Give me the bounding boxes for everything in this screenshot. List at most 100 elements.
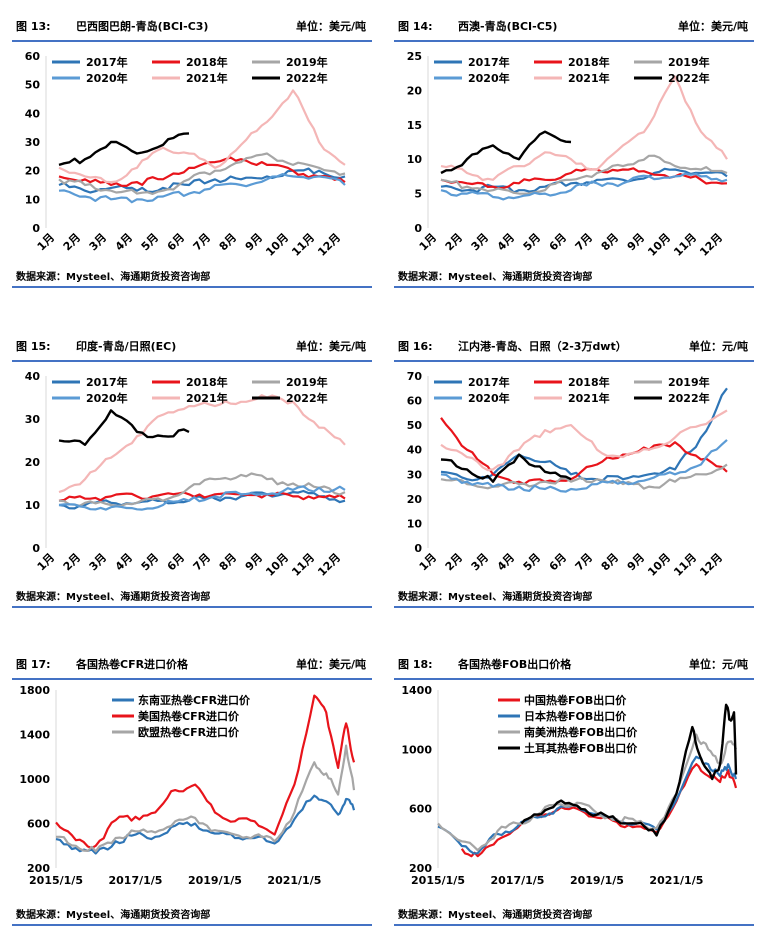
- legend-label: 2018年: [186, 55, 228, 69]
- y-tick-label: 1000: [19, 773, 50, 786]
- x-tick-label: 11月: [289, 551, 317, 579]
- figure-16-panel: 图 16: 江内港-青岛、日照（2-3万dwt） 单位：元/吨 0 10 20 30 4…: [394, 330, 754, 610]
- y-tick-label: 20: [407, 493, 423, 506]
- x-tick-label: 4月: [113, 231, 135, 253]
- x-tick-label: 7月: [191, 231, 213, 253]
- x-tick-label: 8月: [217, 551, 239, 573]
- figure-14-unit: 单位：美元/吨: [677, 20, 748, 33]
- x-tick-label: 12月: [697, 231, 725, 259]
- y-tick-label: 1400: [19, 729, 50, 742]
- series-line: [440, 439, 728, 493]
- figure-18-title: 各国热卷FOB出口价格: [458, 658, 572, 671]
- y-tick-label: 20: [407, 84, 423, 97]
- x-tick-label: 8月: [599, 551, 621, 573]
- y-tick-label: 60: [407, 395, 423, 408]
- x-tick-label: 9月: [243, 551, 265, 573]
- series-line: [437, 733, 738, 852]
- figure-16-title: 江内港-青岛、日照（2-3万dwt）: [458, 340, 627, 353]
- legend-label: 2021年: [186, 391, 228, 405]
- y-tick-label: 50: [25, 79, 41, 92]
- x-tick-label: 2017/1/5: [490, 874, 544, 887]
- x-tick-label: 11月: [289, 231, 317, 259]
- figure-13-panel: 图 13: 巴西图巴朗-青岛(BCI-C3) 单位：美元/吨 0 10 20 30 40…: [12, 10, 372, 290]
- figure-17-number: 图 17:: [16, 658, 51, 671]
- series-line: [440, 167, 728, 194]
- legend-label: 2018年: [186, 375, 228, 389]
- figure-17-unit: 单位：美元/吨: [295, 658, 366, 671]
- legend-label: 2019年: [668, 375, 710, 389]
- x-tick-label: 4月: [113, 551, 135, 573]
- legend-label: 2022年: [286, 71, 328, 85]
- figure-16-unit: 单位：元/吨: [688, 340, 748, 353]
- legend-label: 2022年: [668, 391, 710, 405]
- y-tick-label: 30: [25, 136, 41, 149]
- legend-label: 欧盟热卷CFR进口价: [138, 725, 240, 739]
- y-tick-label: 40: [25, 107, 41, 120]
- figure-15-number: 图 15:: [16, 340, 51, 353]
- figure-15-title: 印度-青岛/日照(EC): [76, 340, 177, 353]
- x-tick-label: 5月: [139, 231, 161, 253]
- legend-label: 2017年: [468, 55, 510, 69]
- figure-16-number: 图 16:: [398, 340, 433, 353]
- legend-label: 美国热卷CFR进口价: [138, 709, 240, 723]
- figure-17-chart: 200 600 1000 1400 1800 2015/1/5 2017/1/5 2019/1…: [19, 684, 356, 887]
- x-tick-label: 2019/1/5: [570, 874, 624, 887]
- y-tick-label: 0: [414, 222, 422, 235]
- figure-14-panel: 图 14: 西澳-青岛(BCI-C5) 单位：美元/吨 0 5 10 15 20 25 1月…: [394, 10, 754, 290]
- y-tick-label: 0: [414, 542, 422, 555]
- legend-label: 2018年: [568, 55, 610, 69]
- figure-18-header: 图 18: 各国热卷FOB出口价格 单位：元/吨: [394, 648, 754, 680]
- legend-label: 东南亚热卷CFR进口价: [138, 693, 251, 707]
- x-tick-label: 6月: [547, 551, 569, 573]
- legend-label: 2021年: [568, 71, 610, 85]
- figure-13-number: 图 13:: [16, 20, 51, 33]
- series-line: [58, 489, 346, 510]
- series-line: [440, 167, 728, 190]
- x-tick-label: 3月: [87, 231, 109, 253]
- y-tick-label: 0: [32, 222, 40, 235]
- figure-16-source: 数据来源：Mysteel、海通期货投资咨询部: [398, 592, 593, 603]
- y-tick-label: 40: [407, 444, 423, 457]
- x-tick-label: 2021/1/5: [649, 874, 703, 887]
- x-tick-label: 5月: [521, 551, 543, 573]
- y-tick-label: 600: [27, 818, 50, 831]
- series-line: [440, 172, 728, 201]
- figure-16-source-divider: [394, 606, 754, 608]
- series-line: [460, 763, 738, 858]
- x-tick-label: 2月: [61, 231, 83, 253]
- series-line: [440, 417, 728, 486]
- figure-18-source: 数据来源：Mysteel、海通期货投资咨询部: [398, 910, 593, 921]
- series-line: [520, 703, 738, 837]
- figure-17-source-divider: [12, 924, 372, 926]
- y-tick-label: 1000: [401, 743, 432, 756]
- figure-15-unit: 单位：美元/吨: [295, 340, 366, 353]
- legend-label: 2020年: [86, 391, 128, 405]
- series-line: [58, 89, 346, 184]
- x-tick-label: 2月: [61, 551, 83, 573]
- legend-label: 南美洲热卷FOB出口价: [524, 725, 638, 739]
- figure-18-number: 图 18:: [398, 658, 433, 671]
- x-tick-label: 6月: [165, 231, 187, 253]
- x-tick-label: 4月: [495, 551, 517, 573]
- series-line: [58, 152, 346, 195]
- x-tick-label: 6月: [547, 231, 569, 253]
- y-tick-label: 10: [25, 193, 41, 206]
- legend-label: 2021年: [568, 391, 610, 405]
- series-line: [440, 463, 728, 490]
- x-tick-label: 5月: [521, 231, 543, 253]
- x-tick-label: 7月: [191, 551, 213, 573]
- legend-label: 2017年: [86, 55, 128, 69]
- x-tick-label: 10月: [645, 551, 673, 579]
- legend-label: 2019年: [668, 55, 710, 69]
- legend-label: 2019年: [286, 375, 328, 389]
- figure-14-title: 西澳-青岛(BCI-C5): [458, 20, 558, 33]
- figure-14-source-divider: [394, 286, 754, 288]
- figure-15-source: 数据来源：Mysteel、海通期货投资咨询部: [16, 592, 211, 603]
- y-tick-label: 60: [25, 50, 41, 63]
- figure-17-title: 各国热卷CFR进口价格: [76, 658, 189, 671]
- figure-13-title: 巴西图巴朗-青岛(BCI-C3): [76, 20, 209, 33]
- legend-label: 2020年: [468, 391, 510, 405]
- series-line: [58, 491, 346, 502]
- legend-label: 2019年: [286, 55, 328, 69]
